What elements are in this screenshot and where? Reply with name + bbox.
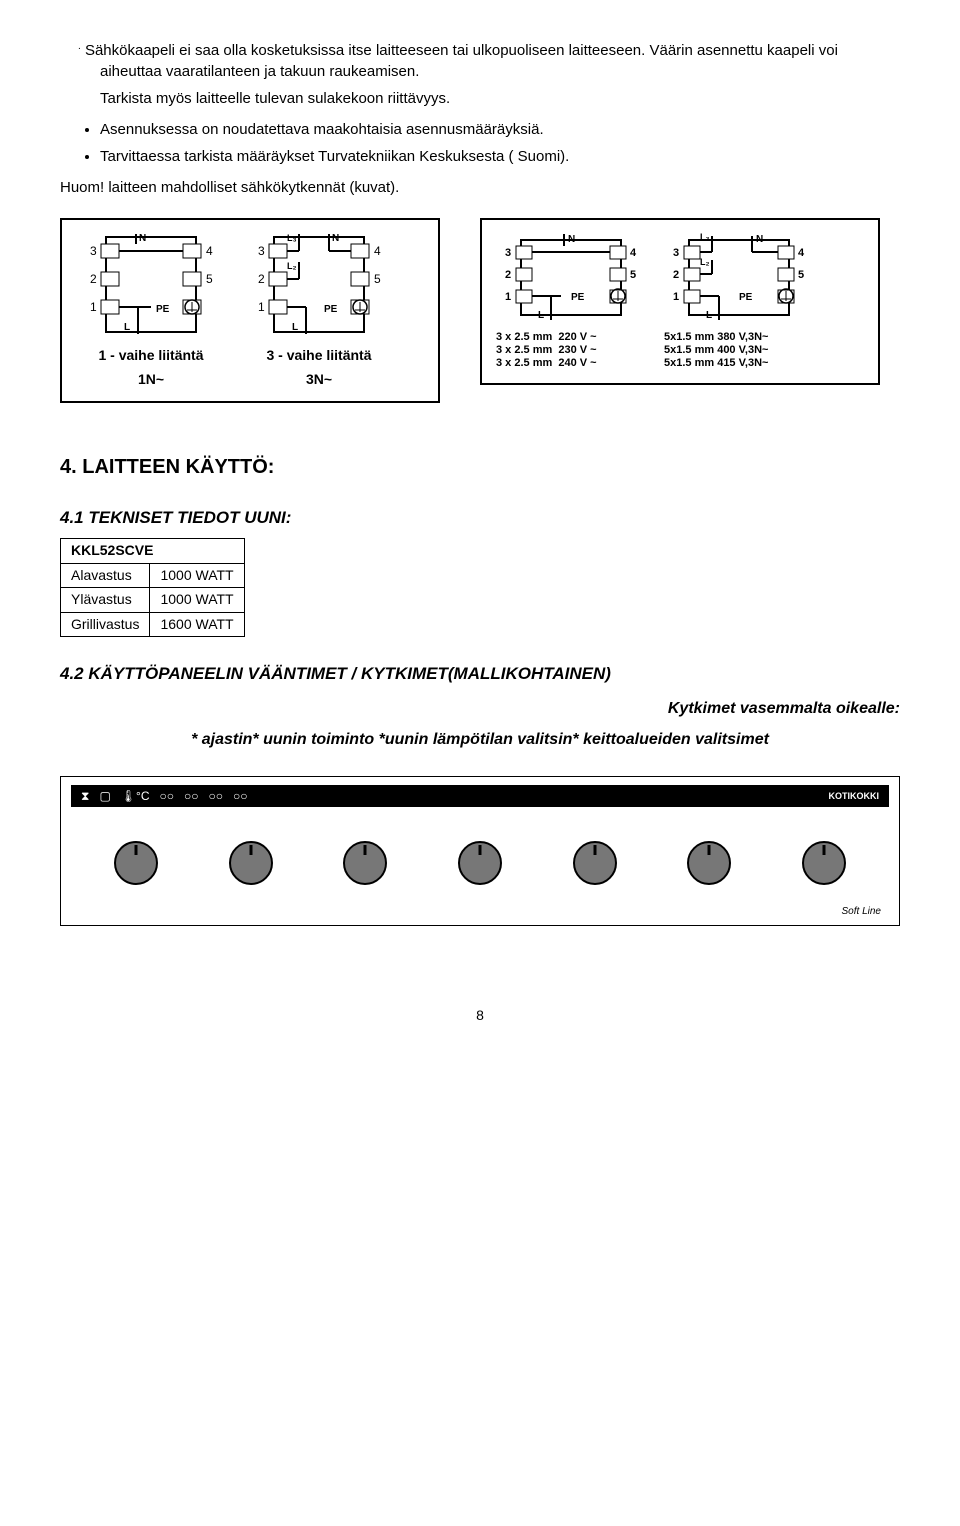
svg-text:4: 4: [206, 244, 213, 258]
svg-text:1: 1: [258, 300, 265, 314]
burner-icon: ○○: [159, 788, 174, 805]
intro-block: . Sähkökaapeli ei saa olla kosketuksissa…: [60, 40, 900, 198]
right-italic-line: Kytkimet vasemmalta oikealle:: [60, 698, 900, 720]
svg-text:4: 4: [374, 244, 381, 258]
model-cell: KKL52SCVE: [61, 538, 245, 563]
svg-text:L: L: [292, 322, 298, 333]
svg-text:2: 2: [258, 272, 265, 286]
svg-text:N: N: [756, 234, 763, 245]
svg-text:3: 3: [673, 247, 679, 259]
svg-text:1: 1: [90, 300, 97, 314]
phase1-block: 3 2 1 4 5 N L PE 1 - vaihe liitäntä: [76, 232, 226, 389]
table-row: Alavastus1000 WATT: [61, 563, 245, 588]
svg-text:N: N: [568, 234, 575, 245]
knob: [687, 841, 731, 885]
page-number: 8: [60, 1006, 900, 1026]
wiring-box-left: 3 2 1 4 5 N L PE 1 - vaihe liitäntä: [60, 218, 440, 403]
hourglass-icon: ⧗: [81, 788, 89, 805]
svg-text:5: 5: [206, 272, 213, 286]
svg-text:3: 3: [505, 247, 511, 259]
phase3-block: 3 2 1 4 5 L₃ N L₂ L PE 3 - vaihe liitänt…: [244, 232, 394, 389]
mini-block-1: 3 2 1 4 5 N L PE 3 x 2.5 mm 220 V ~ 3 x …: [496, 232, 646, 371]
intro-line2: Tarkista myös laitteelle tulevan sulakek…: [100, 88, 900, 109]
center-italic-line: * ajastin* uunin toiminto *uunin lämpöti…: [60, 729, 900, 751]
panel-top-bar: ⧗ ▢ 🌡°C ○○ ○○ ○○ ○○ KOTIKOKKI: [71, 785, 889, 807]
tiny-dot: .: [78, 41, 81, 52]
svg-text:3: 3: [90, 244, 97, 258]
svg-text:L₃: L₃: [287, 233, 297, 243]
svg-text:5: 5: [630, 269, 636, 281]
svg-text:L: L: [124, 322, 130, 333]
cable-spec-1: 3 x 2.5 mm 220 V ~ 3 x 2.5 mm 230 V ~ 3 …: [496, 331, 646, 371]
phase1-label-top: 1 - vaihe liitäntä: [76, 346, 226, 366]
burner-icon: ○○: [184, 788, 199, 805]
knob: [458, 841, 502, 885]
knob: [114, 841, 158, 885]
svg-text:PE: PE: [571, 292, 585, 303]
bullet-1: Asennuksessa on noudatettava maakohtaisi…: [100, 119, 900, 140]
svg-text:PE: PE: [324, 304, 338, 315]
mini-block-2: 3 2 1 4 5 L₃ N L₂ L PE 5x1.5 mm 380 V,3N…: [664, 232, 814, 371]
knob-timer: [101, 828, 171, 898]
svg-text:4: 4: [798, 247, 805, 259]
temp-icon: 🌡°C: [121, 788, 150, 805]
cable-spec-2: 5x1.5 mm 380 V,3N~ 5x1.5 mm 400 V,3N~ 5x…: [664, 331, 814, 371]
phase3-label-bot: 3N~: [244, 370, 394, 390]
svg-text:L: L: [538, 310, 544, 321]
section-4-title: 4. LAITTEEN KÄYTTÖ:: [60, 453, 900, 481]
knob-burner-1: [445, 828, 515, 898]
mini-schematic-1: 3 2 1 4 5 N L PE: [496, 232, 646, 327]
knob: [802, 841, 846, 885]
knobs-row: [101, 822, 859, 905]
phase1-label-bot: 1N~: [76, 370, 226, 390]
svg-text:2: 2: [673, 269, 679, 281]
phase1-schematic: 3 2 1 4 5 N L PE: [76, 232, 226, 342]
panel-icons-left: ⧗ ▢ 🌡°C ○○ ○○ ○○ ○○: [81, 788, 247, 805]
svg-text:L: L: [706, 310, 712, 321]
svg-text:2: 2: [505, 269, 511, 281]
knob-burner-4: [789, 828, 859, 898]
phase3-label-top: 3 - vaihe liitäntä: [244, 346, 394, 366]
svg-text:2: 2: [90, 272, 97, 286]
wiring-box-right: 3 2 1 4 5 N L PE 3 x 2.5 mm 220 V ~ 3 x …: [480, 218, 880, 385]
specs-table: KKL52SCVE Alavastus1000 WATT Ylävastus10…: [60, 538, 245, 637]
brand-label: KOTIKOKKI: [829, 790, 880, 803]
subsection-41-title: 4.1 TEKNISET TIEDOT UUNI:: [60, 506, 900, 530]
svg-text:4: 4: [630, 247, 637, 259]
knob-function: [216, 828, 286, 898]
svg-text:N: N: [139, 233, 146, 244]
knob-burner-2: [560, 828, 630, 898]
mini-schematic-2: 3 2 1 4 5 L₃ N L₂ L PE: [664, 232, 814, 327]
knob: [229, 841, 273, 885]
phase3-schematic: 3 2 1 4 5 L₃ N L₂ L PE: [244, 232, 394, 342]
softline-label: Soft Line: [842, 905, 881, 919]
control-panel-diagram: ⧗ ▢ 🌡°C ○○ ○○ ○○ ○○ KOTIKOKKI: [60, 776, 900, 926]
svg-text:5: 5: [798, 269, 804, 281]
knob-burner-3: [674, 828, 744, 898]
knob: [573, 841, 617, 885]
table-row: Ylävastus1000 WATT: [61, 588, 245, 613]
svg-text:3: 3: [258, 244, 265, 258]
knob: [343, 841, 387, 885]
bullet-2: Tarvittaessa tarkista määräykset Turvate…: [100, 146, 900, 167]
svg-text:L₂: L₂: [287, 261, 297, 271]
oven-icon: ▢: [99, 788, 110, 805]
svg-text:PE: PE: [739, 292, 753, 303]
burner-icon: ○○: [208, 788, 223, 805]
knob-temperature: [330, 828, 400, 898]
svg-text:5: 5: [374, 272, 381, 286]
svg-text:1: 1: [673, 291, 679, 303]
svg-text:N: N: [332, 233, 339, 244]
table-row: Grillivastus1600 WATT: [61, 612, 245, 637]
svg-text:L₃: L₃: [700, 232, 710, 242]
subsection-42-title: 4.2 KÄYTTÖPANEELIN VÄÄNTIMET / KYTKIMET(…: [60, 662, 900, 686]
intro-line1: Sähkökaapeli ei saa olla kosketuksissa i…: [85, 42, 838, 80]
svg-text:PE: PE: [156, 304, 170, 315]
svg-text:1: 1: [505, 291, 511, 303]
note-line: Huom! laitteen mahdolliset sähkökytkennä…: [60, 177, 900, 198]
svg-text:L₂: L₂: [700, 257, 710, 267]
burner-icon: ○○: [233, 788, 248, 805]
intro-bullets: Asennuksessa on noudatettava maakohtaisi…: [60, 119, 900, 167]
wiring-diagrams: 3 2 1 4 5 N L PE 1 - vaihe liitäntä: [60, 218, 900, 403]
